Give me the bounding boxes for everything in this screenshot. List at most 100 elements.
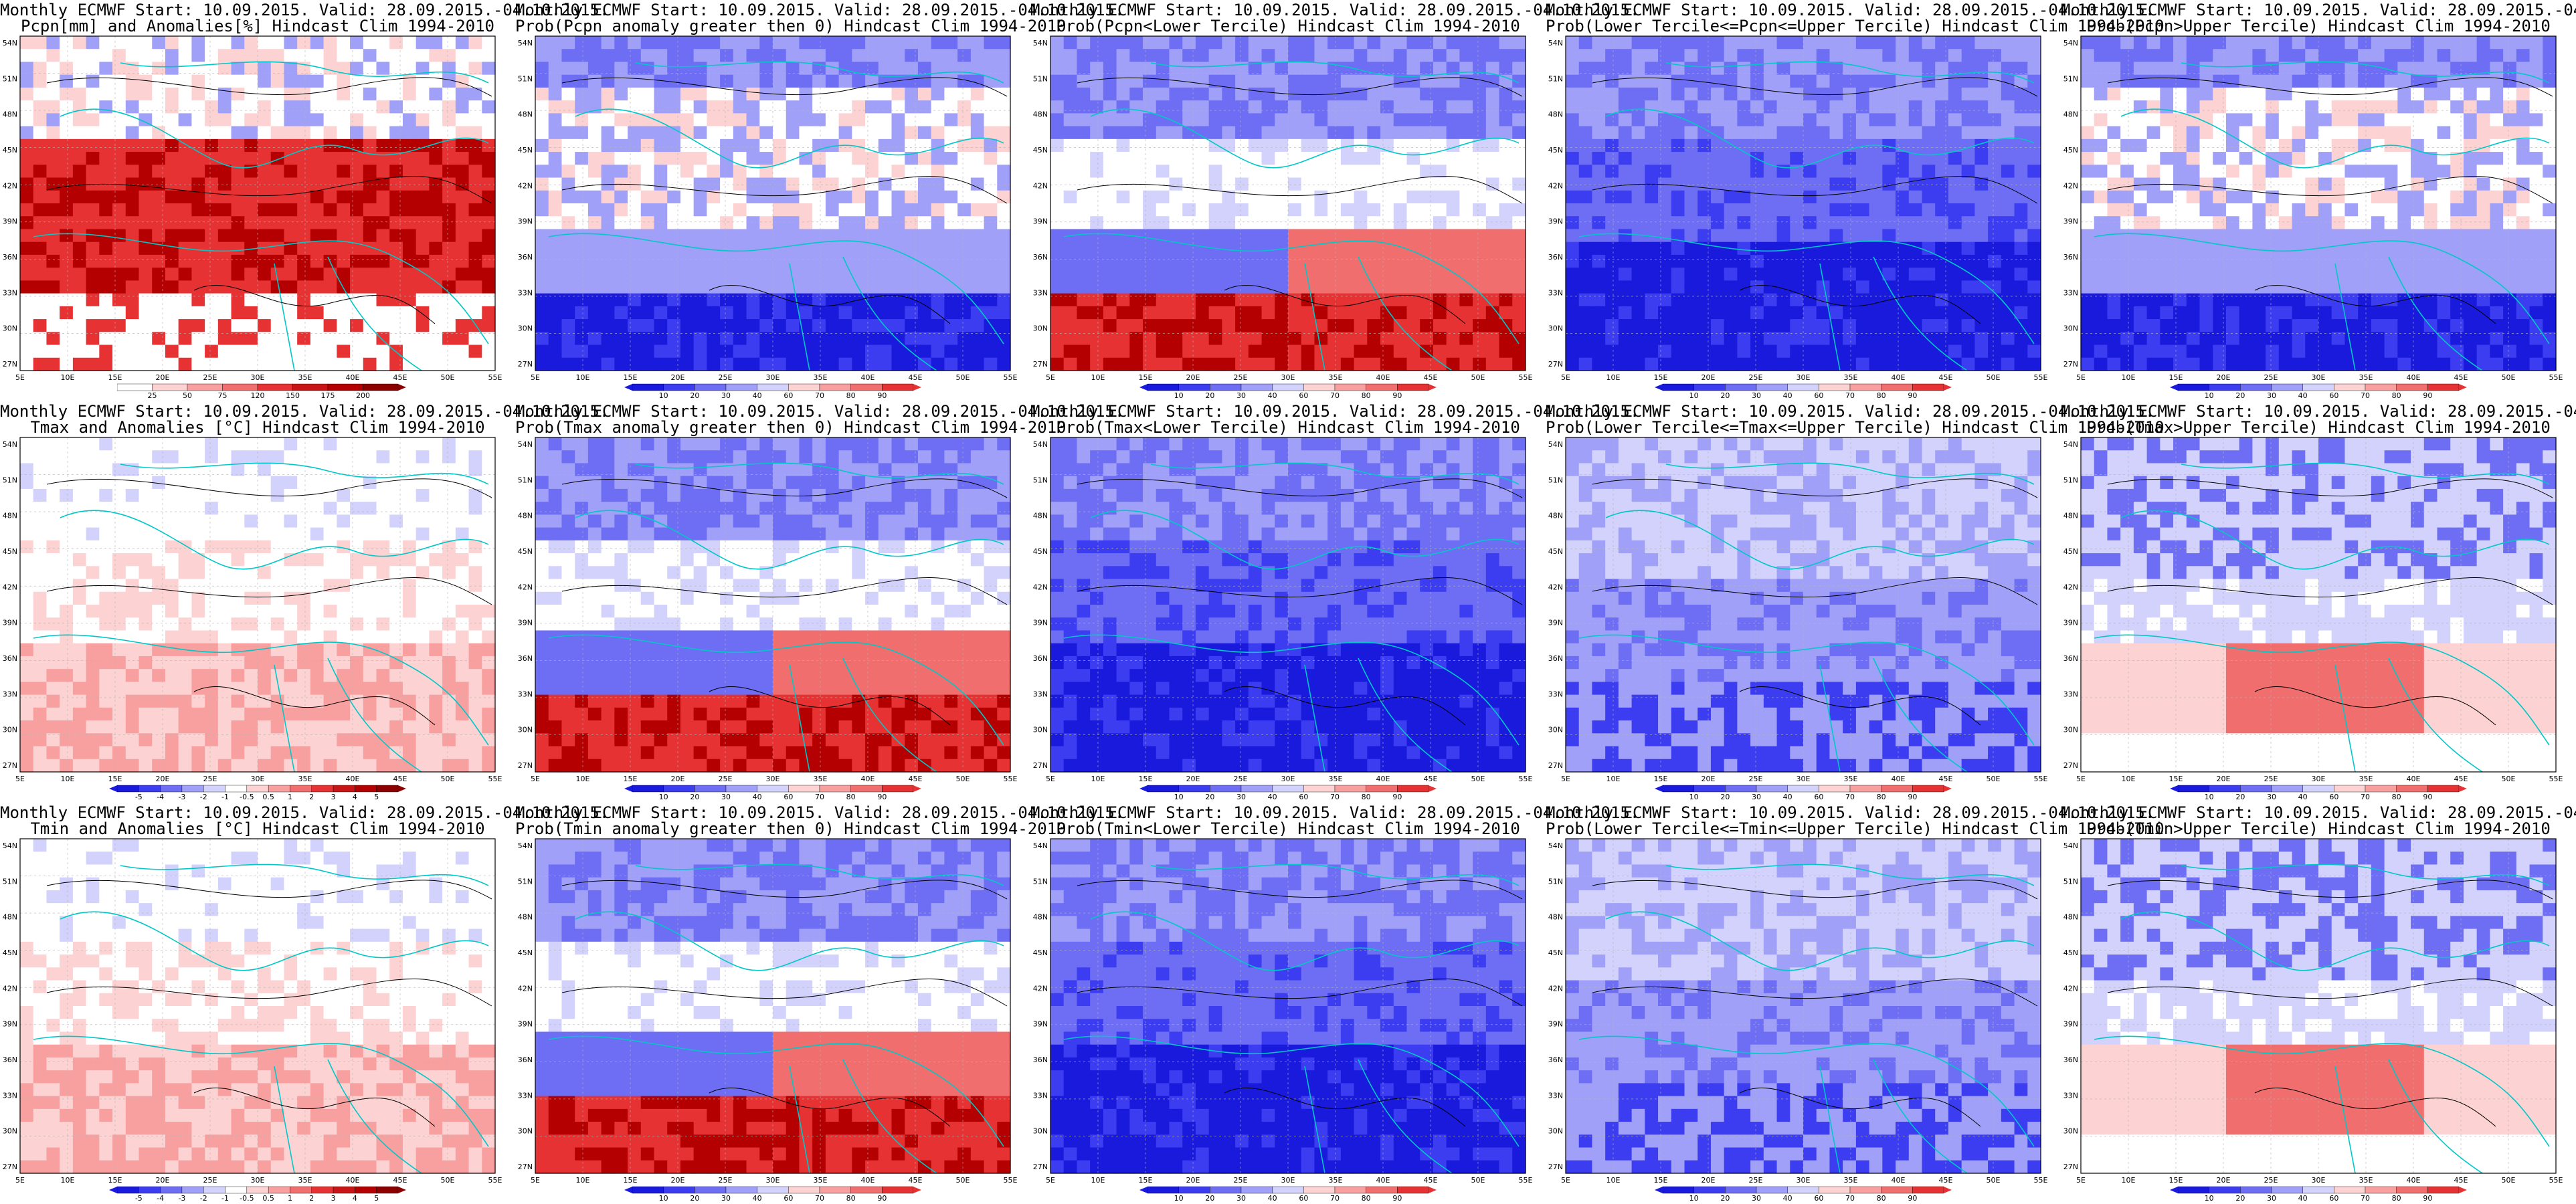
lat-tick-label: 48N [1548, 913, 1563, 922]
colorbar: 10 20 30 40 60 70 80 90 [2170, 1186, 2467, 1203]
colorbar-label: 80 [1877, 391, 1886, 400]
lat-tick-label: 39N [518, 619, 533, 627]
colorbar-label: 5 [374, 1194, 379, 1203]
colorbar-label: 175 [321, 391, 335, 400]
filled-field [1050, 36, 1526, 371]
lon-tick-label: 45E [1424, 1176, 1438, 1185]
lon-tick-label: 20E [2217, 775, 2231, 783]
colorbar-label: 90 [877, 793, 887, 801]
lat-tick-label: 54N [3, 841, 17, 850]
lat-tick-label: 54N [3, 440, 17, 449]
colorbar-label: 70 [1330, 1194, 1340, 1203]
colorbar-label: 30 [1752, 1194, 1761, 1203]
lon-tick-label: 25E [203, 373, 217, 382]
lon-tick-label: 15E [624, 373, 638, 382]
map-panel: 54N 51N 48N 45N 42N 39N 36N 33N 30N 27N 5E 10E 15E 20… [2061, 0, 2576, 401]
colorbar-label: -0.5 [240, 1194, 254, 1203]
lat-tick-label: 54N [518, 841, 533, 850]
map-frame [1565, 437, 2041, 773]
map-frame [1050, 437, 1526, 773]
lon-tick-label: 15E [108, 775, 122, 783]
lat-tick-label: 54N [3, 39, 17, 47]
map-frame [2080, 838, 2557, 1174]
colorbar-label: -1 [221, 793, 229, 801]
lat-tick-label: 36N [1548, 253, 1563, 262]
lat-tick-label: 39N [1033, 217, 1048, 226]
colorbar-label: 120 [251, 391, 265, 400]
coastlines [2094, 864, 2550, 1174]
map-frame [19, 838, 496, 1174]
lat-tick-label: 51N [518, 476, 533, 484]
lat-tick-label: 30N [3, 324, 17, 333]
lat-tick-label: 30N [2063, 1127, 2078, 1136]
colorbar-label: 10 [1174, 793, 1184, 801]
lon-tick-label: 10E [61, 775, 75, 783]
lat-tick-label: 39N [518, 1020, 533, 1029]
lat-tick-label: 48N [3, 512, 17, 520]
colorbar-label: 0.5 [262, 793, 274, 801]
colorbar-label: -5 [135, 1194, 143, 1203]
lon-tick-label: 10E [2122, 373, 2136, 382]
lon-tick-label: 40E [2407, 1176, 2421, 1185]
colorbar-label: 4 [353, 1194, 357, 1203]
lon-tick-label: 25E [719, 1176, 733, 1185]
lat-tick-label: 51N [1548, 74, 1563, 83]
contours [46, 77, 492, 324]
lon-tick-label: 55E [2034, 373, 2048, 382]
lon-tick-label: 15E [1654, 373, 1668, 382]
lon-tick-label: 25E [203, 775, 217, 783]
lon-tick-label: 30E [1797, 775, 1811, 783]
lon-tick-label: 20E [156, 1176, 170, 1185]
lat-tick-label: 45N [2063, 146, 2078, 155]
lat-tick-label: 36N [1033, 654, 1048, 663]
lat-tick-label: 30N [1033, 726, 1048, 734]
lat-tick-label: 33N [518, 1091, 533, 1100]
colorbar-label: 60 [1814, 391, 1823, 400]
colorbar-label: 80 [1362, 1194, 1371, 1203]
lat-tick-label: 39N [2063, 1020, 2078, 1029]
colorbar-label: 150 [286, 391, 300, 400]
colorbar-label: 20 [1720, 793, 1730, 801]
colorbar-label: 40 [753, 391, 762, 400]
lat-tick-label: 48N [2063, 110, 2078, 119]
lon-tick-label: 30E [251, 1176, 265, 1185]
coastlines [548, 864, 1004, 1174]
lon-tick-label: 40E [1376, 373, 1390, 382]
contours [561, 478, 1008, 726]
lon-tick-label: 15E [624, 1176, 638, 1185]
lat-tick-label: 39N [2063, 217, 2078, 226]
colorbar-label: 70 [2361, 793, 2370, 801]
map-frame [535, 838, 1011, 1174]
panel-title-line1: Monthly ECMWF Start: 10.09.2015. Valid: … [515, 803, 1125, 822]
lon-tick-label: 55E [2034, 1176, 2048, 1185]
colorbar-label: -2 [200, 1194, 207, 1203]
filled-field [2081, 36, 2557, 371]
lat-tick-label: 30N [518, 1127, 533, 1136]
colorbar-label: -2 [200, 793, 207, 801]
colorbar-label: 60 [1814, 793, 1823, 801]
lon-tick-label: 45E [2454, 373, 2468, 382]
lat-tick-label: 36N [1548, 1056, 1563, 1064]
colorbar-label: -3 [178, 793, 185, 801]
map-frame [2080, 35, 2557, 371]
lon-tick-label: 35E [2359, 1176, 2373, 1185]
colorbar-label: 70 [1330, 391, 1340, 400]
lat-tick-label: 42N [1033, 984, 1048, 993]
colorbar-label: 30 [2267, 1194, 2276, 1203]
lat-tick-label: 30N [3, 726, 17, 734]
lat-tick-label: 33N [1033, 690, 1048, 698]
lat-tick-label: 48N [1033, 913, 1048, 922]
lon-tick-label: 15E [624, 775, 638, 783]
colorbar-label: 60 [2329, 391, 2338, 400]
colorbar-label: 80 [1362, 793, 1371, 801]
colorbar-label: 20 [690, 391, 699, 400]
lat-tick-label: 48N [518, 110, 533, 119]
filled-field [1566, 437, 2041, 773]
lon-tick-label: 20E [1701, 775, 1716, 783]
lat-tick-label: 36N [518, 654, 533, 663]
lat-tick-label: 54N [518, 440, 533, 449]
lon-tick-label: 40E [1892, 373, 1906, 382]
map-panel: 54N 51N 48N 45N 42N 39N 36N 33N 30N 27N 5E 10E 15E 20… [1546, 803, 2165, 1204]
lon-tick-label: 35E [1844, 373, 1858, 382]
filled-field [535, 839, 1011, 1174]
